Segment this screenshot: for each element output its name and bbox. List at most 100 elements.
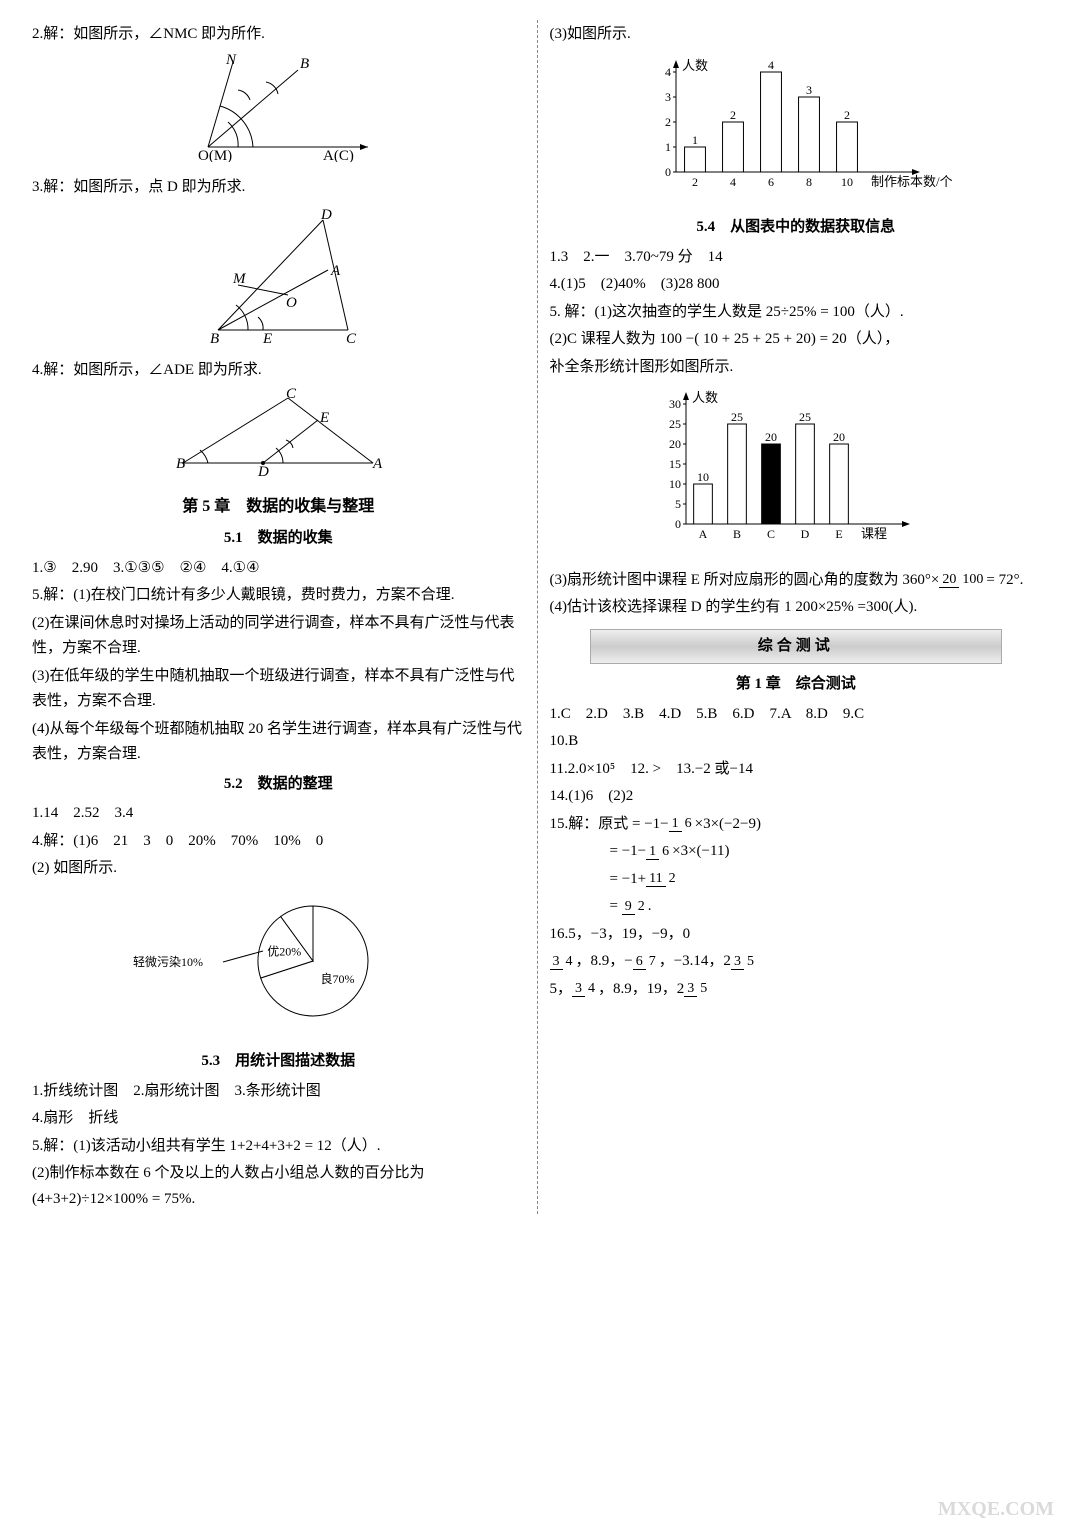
figure-4: C E B D A — [32, 388, 525, 488]
s54-q5-2b: 补全条形统计图形如图所示. — [550, 355, 1043, 381]
svg-text:10: 10 — [697, 470, 709, 484]
svg-text:人数: 人数 — [692, 390, 718, 405]
svg-text:D: D — [320, 207, 332, 223]
s53-q5-2: (2)制作标本数在 6 个及以上的人数占小组总人数的百分比为(4+3+2)÷12… — [32, 1161, 525, 1212]
s53-a4: 4.扇形 折线 — [32, 1106, 525, 1132]
svg-text:10: 10 — [841, 175, 853, 189]
figure-2: N B O(M) A(C) — [32, 52, 525, 172]
svg-text:20: 20 — [833, 430, 845, 444]
s51-q5-2: (2)在课间休息时对操场上活动的同学进行调查，样本不具有广泛性与代表性，方案不合… — [32, 611, 525, 662]
svg-text:A: A — [698, 527, 707, 541]
svg-text:B: B — [733, 527, 741, 541]
svg-text:A(C): A(C) — [323, 148, 354, 162]
svg-text:2: 2 — [665, 115, 671, 129]
svg-text:6: 6 — [768, 175, 774, 189]
q2-text: 2.解：如图所示，∠NMC 即为所作. — [32, 22, 525, 48]
t1-14: 14.(1)6 (2)2 — [550, 784, 1043, 810]
t1-11-13: 11.2.0×10⁵ 12. > 13.−2 或−14 — [550, 757, 1043, 783]
svg-text:制作标本数/个: 制作标本数/个 — [871, 174, 953, 189]
svg-text:E: E — [319, 410, 329, 426]
svg-text:O: O — [286, 295, 297, 311]
svg-text:课程: 课程 — [861, 526, 887, 541]
t1-15-line2: = −1−16×3×(−11) — [610, 839, 1043, 865]
bar-chart-2: 05101520253010A25B20C25D20E人数课程 — [550, 384, 1043, 564]
svg-text:20: 20 — [669, 437, 681, 451]
svg-text:8: 8 — [806, 175, 812, 189]
svg-text:2: 2 — [692, 175, 698, 189]
svg-text:人数: 人数 — [682, 58, 708, 73]
svg-text:轻微污染10%: 轻微污染10% — [133, 954, 203, 969]
svg-text:A: A — [372, 456, 383, 472]
svg-text:良70%: 良70% — [321, 970, 355, 985]
svg-text:M: M — [232, 271, 247, 287]
ch5-title: 第 5 章 数据的收集与整理 — [32, 493, 525, 520]
t1-15-line4: = 92. — [610, 894, 1043, 920]
s52-title: 5.2 数据的整理 — [32, 772, 525, 798]
s53-q5-1: 5.解：(1)该活动小组共有学生 1+2+4+3+2 = 12（人）. — [32, 1134, 525, 1160]
svg-text:C: C — [767, 527, 775, 541]
svg-text:25: 25 — [799, 410, 811, 424]
watermark: MXQE.COM — [938, 1492, 1054, 1526]
s54-q5-3-suffix: = 72°. — [986, 572, 1023, 588]
t1-15-line3: = −1+112 — [610, 867, 1043, 893]
svg-text:1: 1 — [692, 133, 698, 147]
figure-3: D A M O B E C — [32, 205, 525, 355]
s51-q5-4: (4)从每个年级每个班都随机抽取 20 名学生进行调查，样本具有广泛性与代表性，… — [32, 717, 525, 768]
svg-text:1: 1 — [665, 140, 671, 154]
s53-title: 5.3 用统计图描述数据 — [32, 1049, 525, 1075]
svg-text:优20%: 优20% — [267, 944, 301, 958]
svg-text:25: 25 — [669, 417, 681, 431]
svg-text:2: 2 — [730, 108, 736, 122]
s54-title: 5.4 从图表中的数据获取信息 — [550, 215, 1043, 241]
s51-q5-1: 5.解：(1)在校门口统计有多少人戴眼镜，费时费力，方案不合理. — [32, 583, 525, 609]
t1-16c: 5，34，8.9，19，235 — [550, 977, 1043, 1003]
svg-text:D: D — [800, 527, 809, 541]
s51-title: 5.1 数据的收集 — [32, 526, 525, 552]
svg-text:C: C — [286, 388, 297, 402]
svg-text:0: 0 — [665, 165, 671, 179]
svg-text:15: 15 — [669, 457, 681, 471]
s51-answers: 1.③ 2.90 3.①③⑤ ②④ 4.①④ — [32, 556, 525, 582]
s54-q5-1: 5. 解：(1)这次抽查的学生人数是 25÷25% = 100（人）. — [550, 300, 1043, 326]
svg-text:B: B — [300, 56, 309, 72]
t1-10: 10.B — [550, 729, 1043, 755]
pie-chart: 良70% 优20% 轻微污染10% — [32, 886, 525, 1046]
s54-q5-3: (3)扇形统计图中课程 E 所对应扇形的圆心角的度数为 360°×20100= … — [550, 568, 1043, 594]
s53-a1: 1.折线统计图 2.扇形统计图 3.条形统计图 — [32, 1079, 525, 1105]
svg-text:N: N — [225, 52, 237, 68]
svg-text:3: 3 — [665, 90, 671, 104]
svg-text:5: 5 — [675, 497, 681, 511]
q4-text: 4.解：如图所示，∠ADE 即为所求. — [32, 358, 525, 384]
svg-text:O(M): O(M) — [198, 148, 232, 162]
s54-q5-4: (4)估计该校选择课程 D 的学生约有 1 200×25% =300(人). — [550, 595, 1043, 621]
svg-text:E: E — [262, 331, 272, 345]
s51-q5-3: (3)在低年级的学生中随机抽取一个班级进行调查，样本不具有广泛性与代表性，方案不… — [32, 664, 525, 715]
t1-16: 16.5，−3，19，−9，0 — [550, 922, 1043, 948]
svg-text:C: C — [346, 331, 357, 345]
svg-text:4: 4 — [665, 65, 671, 79]
svg-text:10: 10 — [669, 477, 681, 491]
svg-text:3: 3 — [806, 83, 812, 97]
banner-test: 综合测试 — [590, 629, 1003, 665]
svg-text:2: 2 — [844, 108, 850, 122]
fraction-20-100: 20100 — [939, 572, 986, 587]
svg-text:4: 4 — [768, 58, 774, 72]
s54-q5-3-prefix: (3)扇形统计图中课程 E 所对应扇形的圆心角的度数为 360°× — [550, 572, 940, 588]
s53-q5-3: (3)如图所示. — [550, 22, 1043, 48]
s54-a4: 4.(1)5 (2)40% (3)28 800 — [550, 272, 1043, 298]
s52-answers: 1.14 2.52 3.4 — [32, 801, 525, 827]
t1-mc: 1.C 2.D 3.B 4.D 5.B 6.D 7.A 8.D 9.C — [550, 702, 1043, 728]
svg-text:4: 4 — [730, 175, 736, 189]
left-column: 2.解：如图所示，∠NMC 即为所作. N B O(M) A(C) 3.解：如图… — [20, 20, 537, 1214]
s52-q4: 4.解：(1)6 21 3 0 20% 70% 10% 0 — [32, 829, 525, 855]
svg-text:0: 0 — [675, 517, 681, 531]
svg-text:E: E — [835, 527, 842, 541]
s54-q5-2: (2)C 课程人数为 100 −( 10 + 25 + 25 + 20) = 2… — [550, 327, 1043, 353]
svg-text:30: 30 — [669, 397, 681, 411]
svg-text:A: A — [330, 263, 341, 279]
s52-q4-2: (2) 如图所示. — [32, 856, 525, 882]
q3-text: 3.解：如图所示，点 D 即为所求. — [32, 175, 525, 201]
svg-text:B: B — [176, 456, 185, 472]
s54-a1: 1.3 2.一 3.70~79 分 14 — [550, 245, 1043, 271]
t1-15-line1: 15.解：原式 = −1−16×3×(−2−9) — [550, 812, 1043, 838]
